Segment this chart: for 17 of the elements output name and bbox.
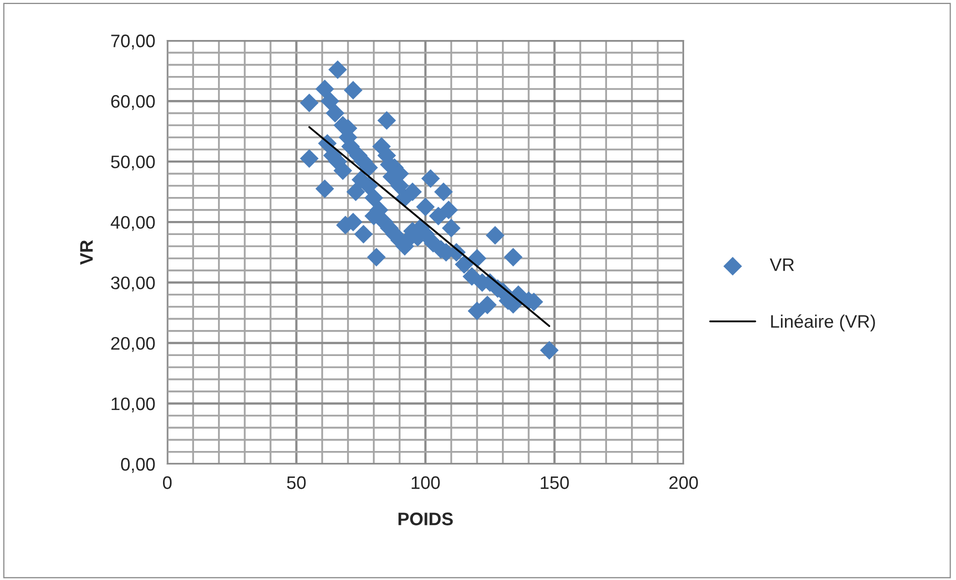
x-tick-label: 200 [669, 476, 698, 490]
y-tick-label: 10,00 [112, 397, 155, 412]
x-tick-label: 50 [287, 476, 306, 490]
x-tick-label: 100 [412, 476, 440, 490]
y-tick-label: 70,00 [111, 34, 155, 50]
legend-label: Linéaire (VR) [771, 314, 875, 332]
y-tick-label: 30,00 [111, 276, 155, 292]
x-tick-label: 0 [162, 476, 172, 490]
y-tick-label: 50,00 [111, 156, 155, 170]
x-axis-title: POIDS [398, 512, 453, 526]
y-tick-label: 0,00 [121, 458, 155, 473]
y-tick-label: 40,00 [110, 216, 155, 231]
y-tick-label: 60,00 [111, 95, 155, 110]
y-tick-label: 20,00 [111, 336, 155, 352]
x-tick-label: 150 [540, 476, 569, 490]
legend-label: VR [770, 258, 794, 271]
y-axis-title: VR [80, 240, 93, 265]
